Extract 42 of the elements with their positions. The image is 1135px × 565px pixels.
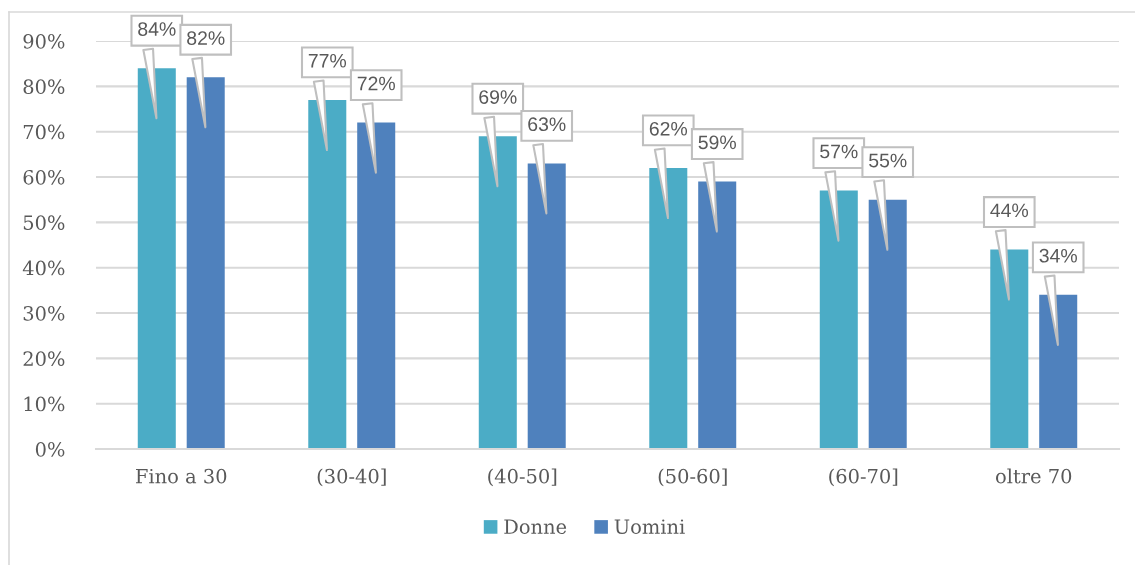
bar (308, 99, 347, 449)
data-label: 34% (1039, 248, 1077, 263)
y-tick-label: 80% (23, 79, 65, 94)
y-tick-label: 40% (22, 260, 65, 276)
data-label: 77% (308, 53, 347, 68)
x-tick-label: (40-50] (488, 468, 557, 487)
y-tick-label: 60% (23, 169, 65, 185)
legend-label: Donne (504, 519, 567, 535)
y-tick-label: 90% (23, 33, 65, 49)
data-label: 82% (187, 31, 225, 45)
x-tick-label: (30-40] (317, 468, 386, 487)
bar (137, 68, 176, 449)
legend-label: Uomini (614, 519, 685, 535)
y-tick-label: 30% (23, 305, 65, 321)
bar (819, 190, 858, 449)
bar (357, 122, 396, 449)
data-label: 59% (698, 135, 736, 150)
x-tick-label: (50-60] (658, 468, 727, 487)
data-label: 55% (869, 153, 907, 168)
data-label: 63% (528, 117, 566, 132)
data-label: 84% (138, 22, 176, 36)
bar (868, 199, 907, 449)
x-tick-label: Fino a 30 (136, 468, 227, 484)
y-tick-label: 0% (35, 441, 65, 457)
bar (478, 136, 517, 449)
y-tick-label: 10% (24, 396, 65, 412)
bar (1039, 294, 1078, 449)
data-label: 72% (357, 76, 395, 91)
bar (527, 163, 566, 449)
x-tick-label: (60-70] (829, 468, 898, 487)
bar (990, 249, 1029, 449)
data-label: 57% (820, 144, 858, 159)
data-label: 69% (479, 90, 517, 104)
bar (649, 167, 688, 449)
x-tick-label: oltre 70 (995, 468, 1072, 484)
y-tick-label: 20% (23, 351, 65, 366)
data-label: 62% (649, 121, 688, 136)
bar (698, 181, 737, 449)
bar (186, 77, 225, 449)
y-tick-label: 50% (23, 215, 65, 230)
data-label: 44% (990, 203, 1029, 218)
y-tick-label: 70% (23, 124, 65, 140)
